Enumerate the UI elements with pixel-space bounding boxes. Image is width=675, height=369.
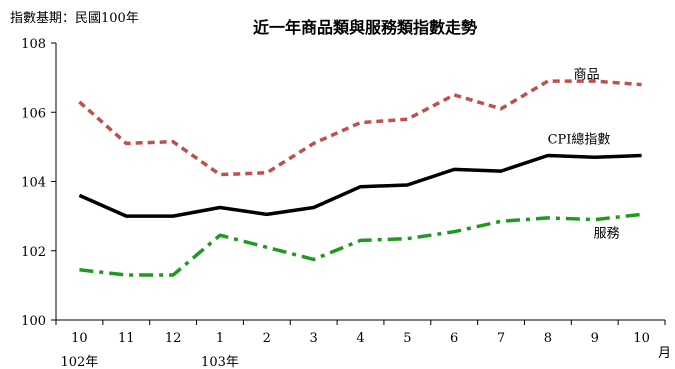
x-axis-unit: 月: [658, 346, 671, 361]
x-tick-label: 2: [263, 331, 271, 346]
series-lines: [78, 79, 642, 277]
x-tick-label: 12: [165, 331, 182, 346]
y-tick-label: 108: [21, 37, 46, 52]
series-line-2: [79, 212, 642, 277]
x-tick-label: 9: [591, 331, 599, 346]
y-tick-label: 104: [21, 176, 46, 191]
y-tick-label: 100: [21, 314, 46, 329]
x-tick-label: 10: [71, 331, 88, 346]
base-period-note: 指數基期：民國100年: [10, 11, 139, 26]
year-label: 103年: [201, 355, 239, 369]
x-tick-label: 6: [450, 331, 458, 346]
series-label: CPI總指數: [548, 132, 611, 148]
x-tick-label: 3: [310, 331, 318, 346]
x-tick-label: 7: [497, 331, 505, 346]
series-label: 商品: [574, 68, 600, 83]
x-tick-label: 10: [633, 331, 650, 346]
series-line-0: [78, 79, 642, 177]
x-tick-label: 4: [356, 331, 364, 346]
y-tick-label: 102: [21, 245, 46, 260]
chart-title: 近一年商品類與服務類指數走勢: [253, 18, 477, 37]
series-label: 服務: [594, 226, 620, 241]
y-tick-label: 106: [21, 106, 46, 121]
series-line-1: [78, 153, 642, 218]
year-label: 102年: [61, 355, 99, 369]
x-tick-label: 8: [544, 331, 552, 346]
x-tick-label: 1: [216, 331, 224, 346]
x-tick-label: 5: [403, 331, 411, 346]
x-tick-label: 11: [118, 331, 135, 346]
